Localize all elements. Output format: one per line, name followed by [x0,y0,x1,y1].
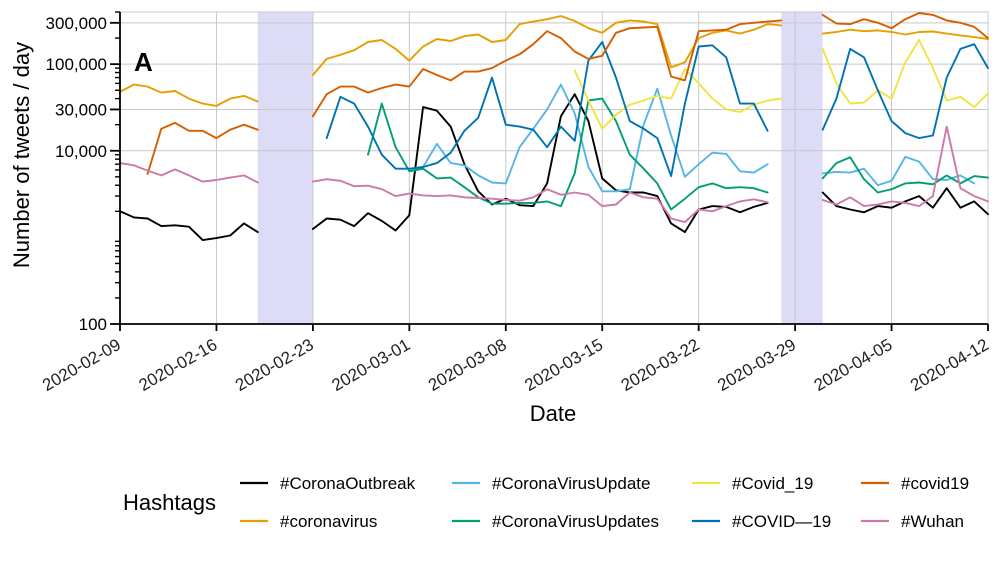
series-line-segment [311,15,783,76]
legend-label: #COVID—19 [732,512,831,531]
x-tick-label: 2020-03-29 [714,335,799,395]
legend-label: #Covid_19 [732,474,813,493]
series-line-segment [311,178,769,224]
legend-item: #covid19 [861,474,969,493]
legend-item: #CoronaVirusUpdate [452,474,650,493]
series-7 [146,12,989,175]
series-line-segment [821,187,989,216]
series-line-segment [325,41,769,178]
legend-label: #Wuhan [901,512,964,531]
series-line-segment [821,28,989,40]
y-tick-label: 10,000 [55,142,107,161]
x-axis-title: Date [530,401,576,426]
x-tick-label: 2020-02-09 [39,335,124,395]
y-tick-label: 100,000 [46,55,107,74]
series-line-segment [119,83,259,107]
series-line-segment [408,83,769,193]
series-line-segment [821,39,989,108]
series-line-segment [821,155,976,187]
legend-item: #CoronaVirusUpdates [452,512,659,531]
legend-label: #CoronaOutbreak [280,474,416,493]
y-tick-label: 30,000 [55,100,107,119]
legend-label: #covid19 [901,474,969,493]
shaded-period-2 [781,12,823,324]
x-tick-label: 2020-02-23 [232,335,317,395]
x-tick-label: 2020-03-01 [329,335,414,395]
shaded-period-1 [257,12,313,324]
series-lines [119,12,989,242]
series-line-segment [311,19,783,118]
y-tick-label: 300,000 [46,14,107,33]
series-line-segment [821,12,989,40]
legend-item: #coronavirus [240,512,377,531]
legend-item: #COVID—19 [692,512,831,531]
legend-item: #Covid_19 [692,474,813,493]
legend-label: #coronavirus [280,512,377,531]
series-line-segment [821,43,989,140]
series-5 [573,39,989,130]
y-tick-label: 100 [79,315,107,334]
x-tick-label: 2020-02-16 [136,335,221,395]
legend: #CoronaOutbreak #coronavirus #CoronaVirusU… [240,474,969,531]
series-2 [119,15,989,107]
legend-item: #CoronaOutbreak [240,474,416,493]
series-1 [119,93,989,242]
x-tick-label: 2020-03-08 [425,335,510,395]
series-line-segment [367,97,769,211]
series-4 [367,97,989,211]
x-tick-label: 2020-04-12 [907,335,992,395]
series-line-segment [119,210,259,242]
x-tick-label: 2020-03-15 [521,335,606,395]
series-6 [325,41,989,178]
panel-label: A [134,47,153,77]
x-tick-label: 2020-03-22 [618,335,703,395]
legend-title: Hashtags [123,490,216,515]
x-tick-label: 2020-04-05 [811,335,896,395]
series-8 [119,125,989,224]
series-line-segment [119,162,259,184]
series-line-segment [146,121,259,175]
legend-label: #CoronaVirusUpdates [492,512,659,531]
y-axis-title: Number of tweets / day [9,42,34,268]
series-line-segment [821,156,989,194]
legend-label: #CoronaVirusUpdate [492,474,650,493]
series-line-segment [573,68,783,130]
legend-item: #Wuhan [861,512,964,531]
series-3 [408,83,976,193]
series-line-segment [821,125,989,208]
series-line-segment [311,93,769,234]
